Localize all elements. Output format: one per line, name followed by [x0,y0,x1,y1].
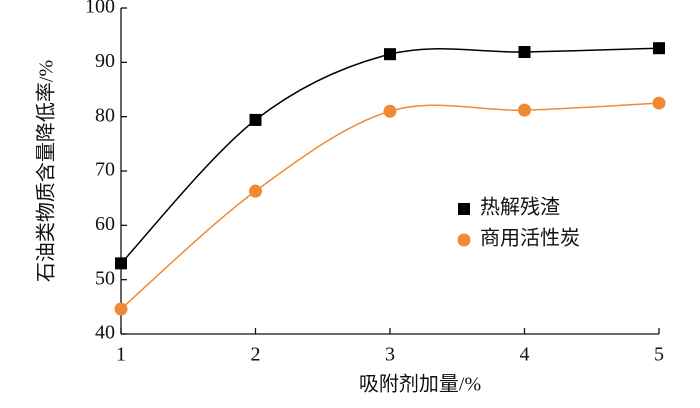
marker [114,302,128,316]
legend-marker [458,203,470,215]
legend-label: 热解残渣 [480,196,560,219]
y-tick-label: 70 [95,159,115,181]
marker [518,46,531,59]
y-axis-label: 石油类物质含量降低率/% [35,60,58,282]
y-tick-label: 80 [95,104,115,126]
marker [115,257,127,270]
y-tick-label: 60 [95,213,115,235]
series-line [120,102,660,310]
marker [249,113,262,126]
series-line [120,47,660,264]
legend-label: 商用活性炭 [480,227,580,250]
y-tick-label: 90 [95,50,115,72]
y-tick-label: 50 [95,267,115,289]
x-axis-label: 吸附剂加量/% [359,373,481,396]
marker [249,184,262,198]
x-tick-label: 5 [654,344,664,366]
marker [652,96,666,110]
x-tick-label: 3 [385,344,395,366]
y-tick-label: 100 [85,0,115,18]
marker [383,104,397,118]
x-tick-label: 2 [251,344,261,366]
legend-marker [457,233,471,247]
marker [653,42,665,55]
marker [518,103,531,117]
y-tick-label: 40 [95,322,115,344]
x-tick-label: 4 [520,344,530,366]
marker [384,48,396,61]
x-tick-label: 1 [116,344,126,366]
